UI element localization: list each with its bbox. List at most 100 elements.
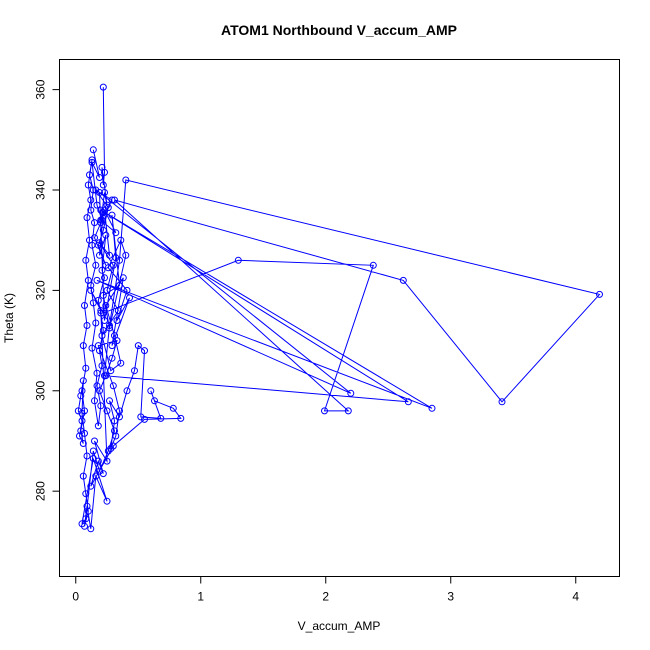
data-point [91,437,98,445]
data-point [347,389,355,397]
data-point [79,472,87,480]
data-point [81,302,88,309]
data-point [116,413,123,421]
data-point [92,186,100,194]
data-point [113,317,121,324]
y-tick-label: 300 [34,380,48,400]
x-tick-label: 3 [447,590,454,604]
data-point [81,429,88,437]
data-point [344,407,352,415]
data-point [96,347,103,355]
data-point [96,174,103,181]
data-point [86,171,93,179]
data-point [87,196,95,204]
data-point [87,525,95,533]
data-point [98,163,106,171]
data-point [96,387,103,395]
chart-title: ATOM1 Northbound V_accum_AMP [221,22,457,38]
data-point [88,158,96,166]
data-point [87,286,95,294]
data-point [106,251,113,259]
data-point [112,229,120,237]
data-point [177,414,185,422]
data-point [87,206,95,214]
data-point [151,397,158,405]
data-point [321,407,328,415]
data-point [111,427,118,435]
data-point [169,404,177,412]
data-point [109,442,117,450]
data-point [92,472,100,480]
data-point [78,520,86,528]
data-point [99,470,107,478]
data-point [103,457,111,465]
data-point [93,276,101,284]
data-point [99,309,107,317]
data-point [428,404,436,412]
plot-frame [59,59,620,577]
x-tick-label: 1 [197,590,204,604]
series-layer [74,83,603,533]
data-point [109,382,117,390]
data-point [87,482,95,490]
data-point [116,281,123,289]
y-axis-label: Theta (K) [2,293,16,343]
y-tick-label: 360 [34,79,48,99]
data-point [101,274,108,282]
data-point [103,497,111,505]
data-point [404,398,412,406]
data-point [111,332,118,340]
data-point [89,186,97,194]
data-point [83,214,91,222]
data-point [94,342,102,350]
data-point [112,254,120,262]
data-point [141,347,148,355]
data-point [108,196,116,204]
data-point [234,256,242,264]
data-point [122,251,130,259]
data-point [101,372,108,380]
data-point [97,206,105,214]
x-axis-label: V_accum_AMP [298,619,381,633]
data-point [84,181,92,189]
data-point [78,387,86,395]
data-point [83,322,91,329]
data-point [92,319,100,327]
data-point [98,266,106,274]
data-point [91,397,98,405]
y-tick-label: 320 [34,280,48,300]
data-point [83,452,91,460]
data-point [83,502,91,510]
data-point [126,294,133,302]
x-axis: 0 1 2 3 4 [72,576,579,604]
data-point [102,302,110,309]
series-line [77,87,601,529]
data-point [141,415,148,423]
data-point [107,367,115,375]
data-point [498,398,506,406]
data-point [101,189,108,196]
data-point [96,251,103,259]
data-point [79,342,87,350]
data-point [99,327,107,334]
data-point [82,364,90,372]
data-point [97,309,105,317]
y-axis: 280 300 320 340 360 [34,79,60,501]
data-point [94,457,102,465]
data-point [98,216,106,224]
data-point [117,359,125,367]
data-point [123,286,131,294]
data-point [122,176,130,184]
data-point [82,515,90,523]
data-point [79,440,87,447]
data-point [78,409,86,417]
data-point [369,261,377,269]
data-point [111,417,118,425]
data-point [117,236,125,244]
data-point [99,181,107,189]
y-tick-label: 280 [34,481,48,501]
data-point [82,490,90,498]
x-tick-label: 4 [572,590,579,604]
data-point [88,156,96,164]
